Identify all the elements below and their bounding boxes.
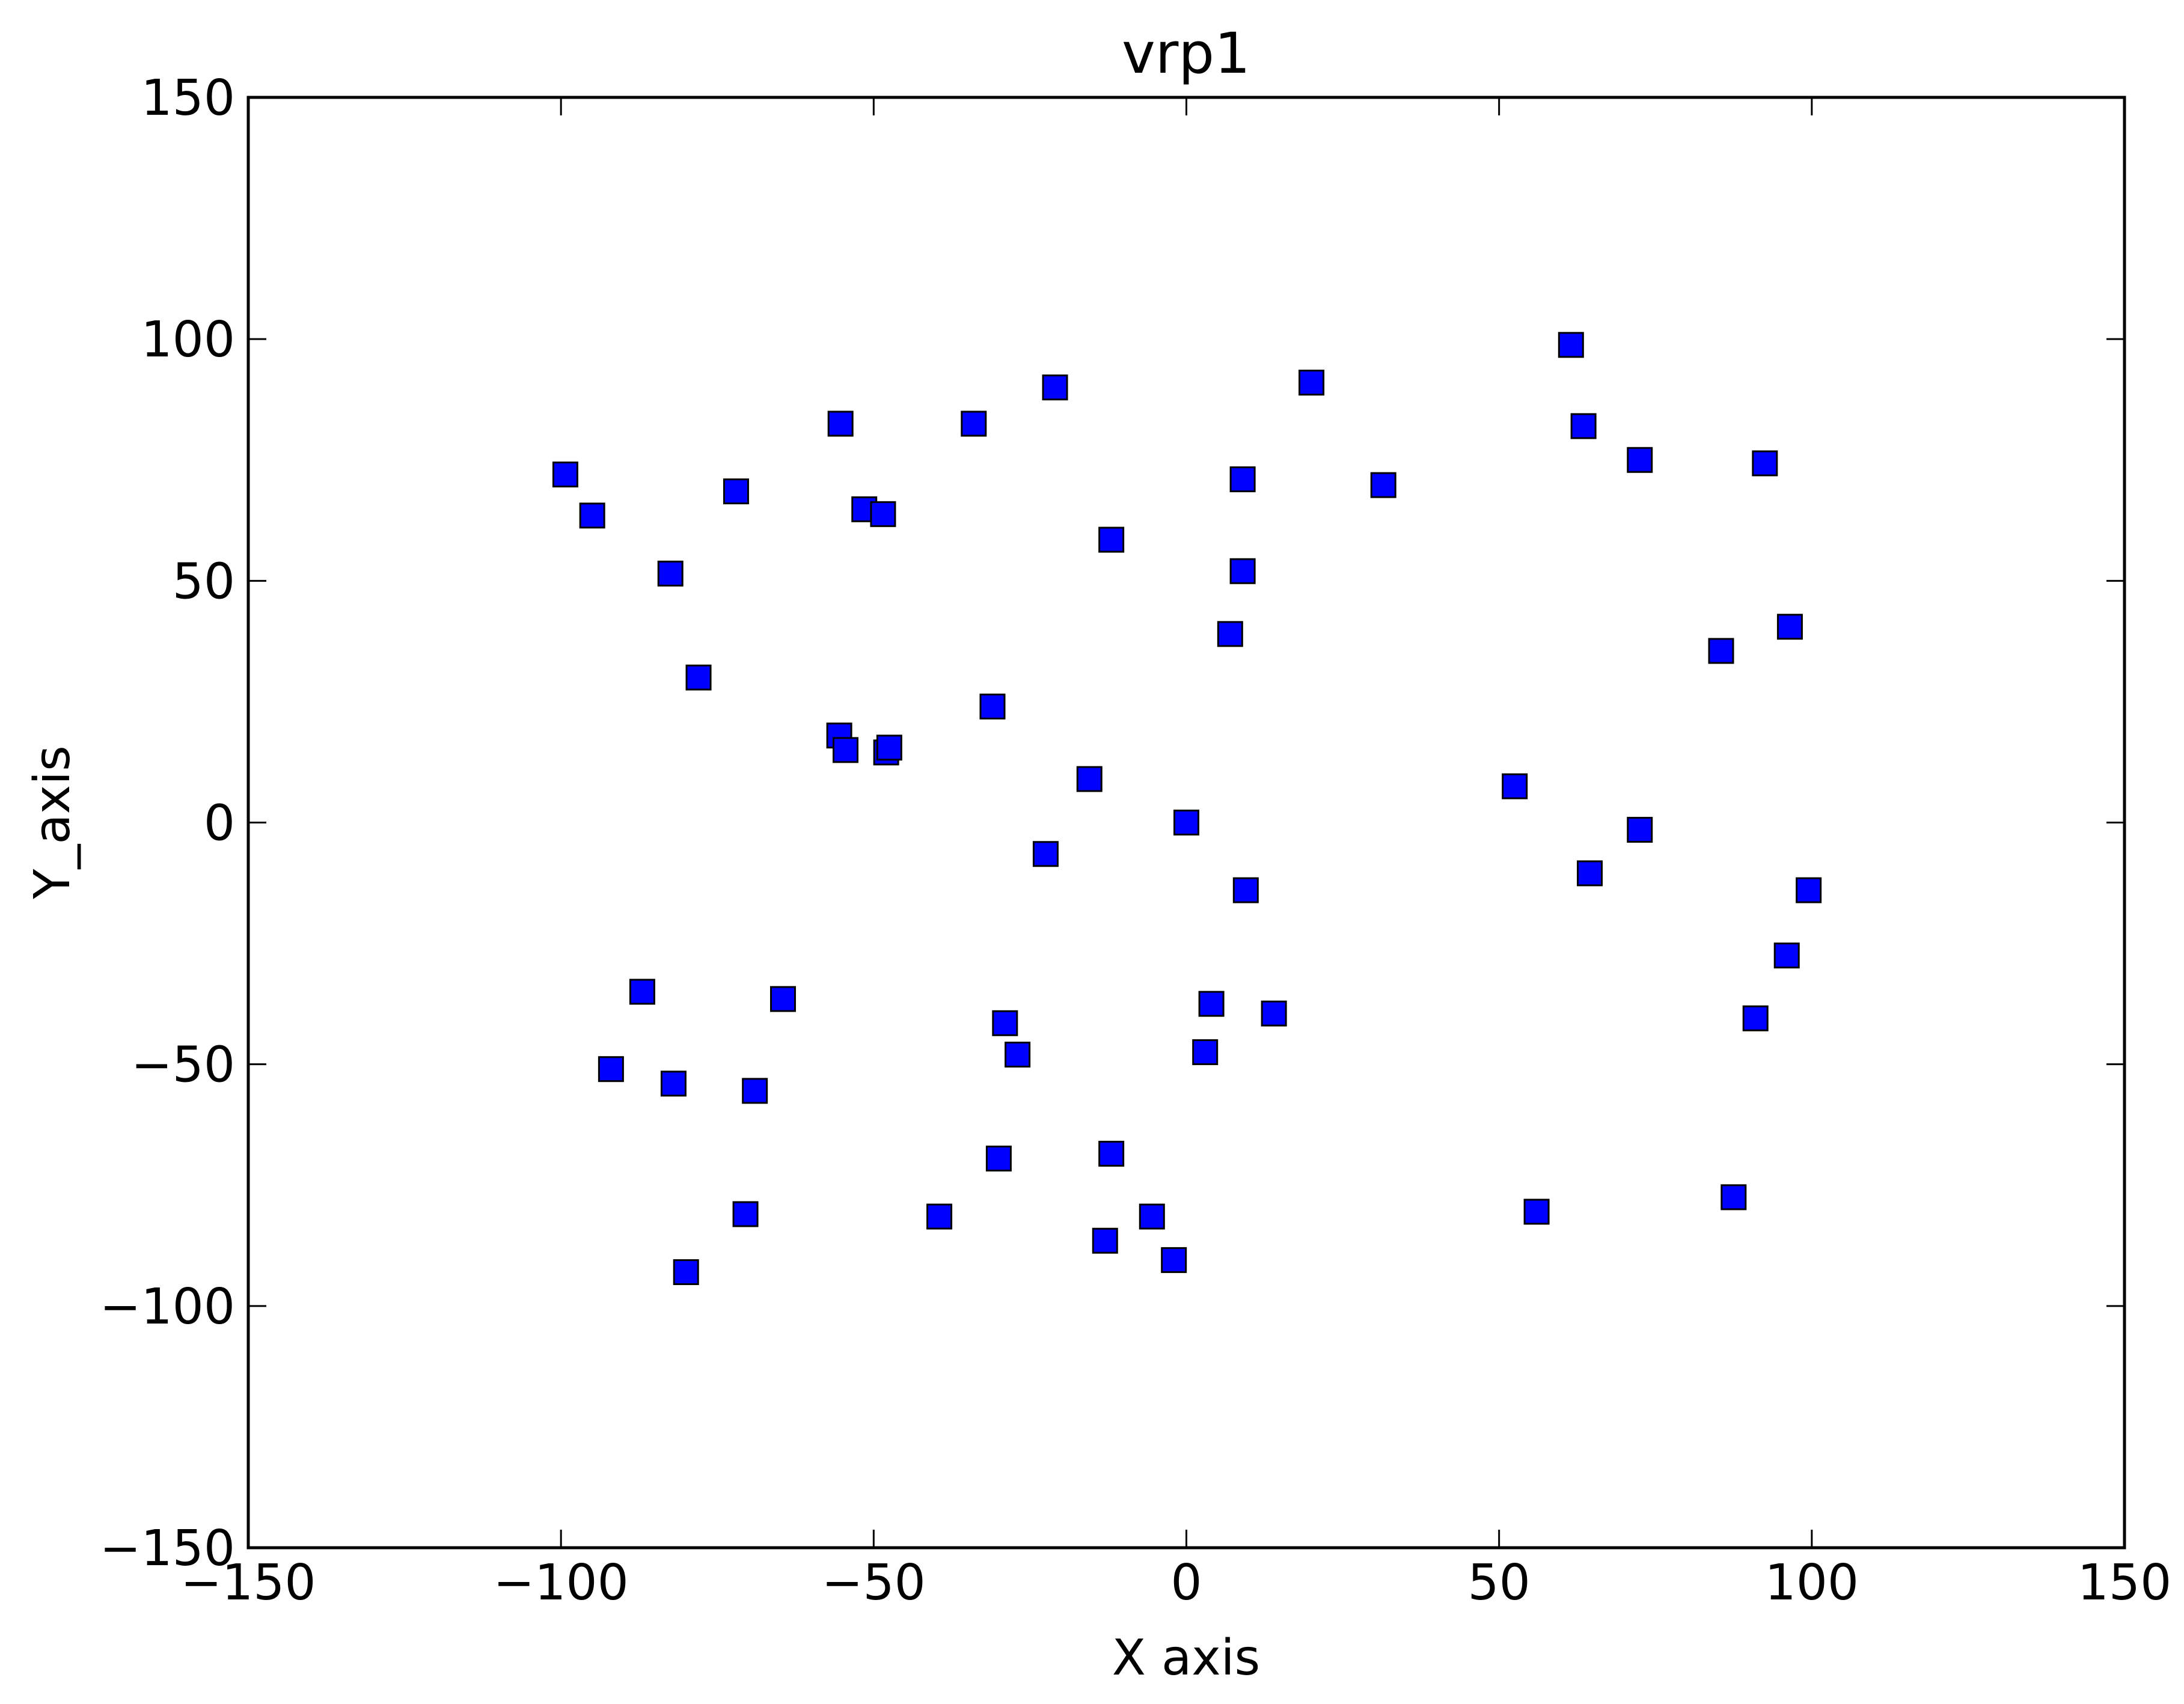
y-tick-label: 150 xyxy=(141,70,235,127)
data-point xyxy=(1032,841,1059,867)
y-tick-label: −150 xyxy=(100,1520,235,1577)
data-point xyxy=(1708,638,1734,664)
data-point xyxy=(673,1259,699,1286)
plot-frame xyxy=(246,96,2126,1550)
data-point xyxy=(1076,766,1103,792)
data-point xyxy=(1005,1042,1031,1068)
data-point xyxy=(1217,621,1243,647)
data-point xyxy=(1092,1227,1118,1254)
data-point xyxy=(926,1203,953,1230)
data-point xyxy=(579,502,605,529)
data-point xyxy=(979,693,1006,719)
data-point xyxy=(1570,413,1597,439)
data-point xyxy=(833,737,859,763)
data-point xyxy=(1721,1184,1747,1211)
data-point xyxy=(1523,1199,1550,1225)
data-point xyxy=(629,979,655,1005)
data-point xyxy=(1098,527,1125,553)
x-tick-label: −150 xyxy=(180,1554,316,1611)
x-axis-label: X axis xyxy=(1112,1629,1261,1687)
data-point xyxy=(1161,1247,1187,1273)
data-point xyxy=(732,1201,759,1227)
data-point xyxy=(1502,773,1528,799)
data-point xyxy=(876,734,902,761)
data-point xyxy=(1232,877,1259,903)
data-point xyxy=(1627,447,1653,473)
data-point xyxy=(992,1010,1018,1036)
data-point xyxy=(685,664,712,691)
x-tick-label: 50 xyxy=(1467,1554,1530,1611)
data-point xyxy=(985,1146,1012,1172)
data-point xyxy=(657,560,684,587)
data-point xyxy=(1742,1005,1769,1031)
x-tick-label: 100 xyxy=(1765,1554,1859,1611)
chart-title: vrp1 xyxy=(1122,21,1250,87)
data-point xyxy=(827,411,854,437)
data-point xyxy=(1773,942,1800,969)
x-tick-label: −100 xyxy=(494,1554,629,1611)
data-point xyxy=(769,986,796,1012)
data-points xyxy=(552,332,1822,1286)
data-point xyxy=(1370,472,1396,498)
data-point xyxy=(1577,860,1603,887)
x-tick-label: 150 xyxy=(2078,1554,2172,1611)
data-point xyxy=(1776,614,1803,640)
data-point xyxy=(1229,558,1256,584)
data-point xyxy=(961,411,987,437)
x-tick-label: −50 xyxy=(822,1554,926,1611)
data-point xyxy=(1192,1039,1219,1066)
y-tick-label: 0 xyxy=(204,795,235,852)
data-point xyxy=(1558,332,1584,358)
data-point xyxy=(1139,1203,1165,1230)
data-point xyxy=(1173,810,1199,835)
data-point xyxy=(1098,1140,1125,1167)
data-point xyxy=(1198,991,1225,1017)
data-point xyxy=(1042,374,1068,401)
data-point xyxy=(1261,1000,1287,1027)
data-point xyxy=(1627,817,1653,843)
data-point xyxy=(660,1070,687,1097)
data-point xyxy=(870,501,896,527)
data-point xyxy=(552,461,578,487)
y-tick-label: −100 xyxy=(100,1278,235,1336)
y-axis-label: Y_axis xyxy=(24,745,81,899)
axis-ticks: −150 −100 −50 0 50 100 150 −150 −100 −50 0 50 100 150 xyxy=(100,70,2171,1611)
y-tick-label: 100 xyxy=(141,311,235,368)
data-point xyxy=(1796,877,1822,903)
y-tick-label: −50 xyxy=(131,1037,235,1094)
data-point xyxy=(723,478,749,505)
data-point xyxy=(1752,450,1778,477)
x-tick-label: 0 xyxy=(1170,1554,1202,1611)
data-point xyxy=(742,1078,768,1104)
y-tick-label: 50 xyxy=(173,553,235,610)
data-point xyxy=(1229,466,1256,492)
data-point xyxy=(598,1056,624,1083)
data-point xyxy=(1298,370,1325,396)
